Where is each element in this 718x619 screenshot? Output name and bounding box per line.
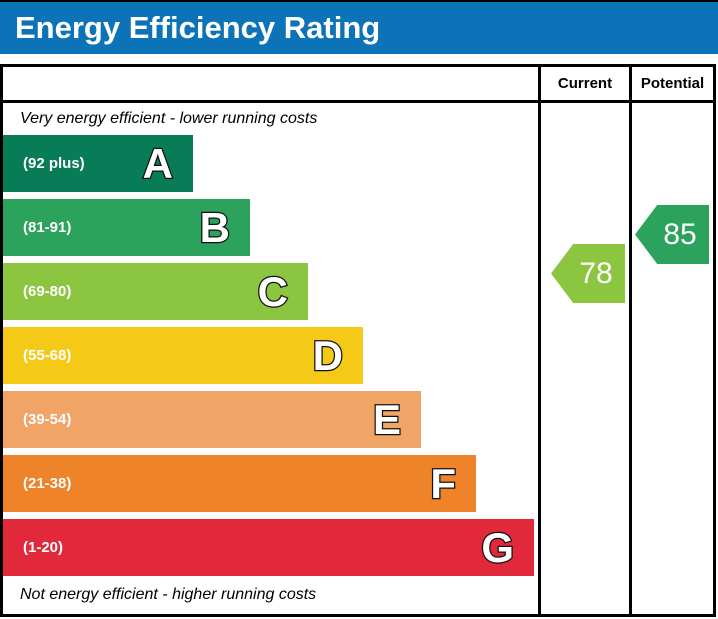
potential-column-header: Potential [629,67,713,100]
page-title: Energy Efficiency Rating [15,10,381,45]
band-letter: B [198,203,231,251]
band-row-a: (92 plus) A [3,135,538,192]
band-range-label: (1-20) [23,539,64,556]
band-bar-f: (21-38) F [3,455,476,512]
potential-rating-arrow: 85 [635,205,709,264]
band-bar-a: (92 plus) A [3,135,193,192]
band-letter: C [256,267,289,315]
band-letter: E [372,395,403,443]
band-letter: D [311,331,344,379]
bottom-note: Not energy efficient - higher running co… [20,586,317,603]
band-row-e: (39-54) E [3,391,538,448]
current-column-header: Current [538,67,629,100]
title-bar: Energy Efficiency Rating [0,0,718,54]
band-range-label: (55-68) [23,347,72,364]
band-row-b: (81-91) B [3,199,538,256]
bands-column: Very energy efficient - lower running co… [3,103,538,614]
current-rating-value: 78 [579,256,613,290]
potential-rating-value: 85 [663,217,697,251]
band-bar-d: (55-68) D [3,327,363,384]
band-range-label: (92 plus) [23,155,85,172]
band-row-d: (55-68) D [3,327,538,384]
top-note: Very energy efficient - lower running co… [20,110,318,127]
band-range-label: (81-91) [23,219,72,236]
band-letter: G [480,523,515,571]
epc-rating-chart: Current Potential Very energy efficient … [0,64,716,617]
potential-rating-column: 85 [629,103,713,614]
band-range-label: (39-54) [23,411,72,428]
band-bar-g: (1-20) G [3,519,534,576]
header-spacer-cell [3,67,538,100]
current-rating-arrow: 78 [551,244,625,303]
band-range-label: (69-80) [23,283,72,300]
band-row-c: (69-80) C [3,263,538,320]
chart-header-row: Current Potential [3,67,713,103]
band-bar-c: (69-80) C [3,263,308,320]
band-range-label: (21-38) [23,475,72,492]
bands: (92 plus) A (81-91) B (69-80) C (55-68) D (39-54… [3,135,538,576]
chart-body: Very energy efficient - lower running co… [3,103,713,614]
current-rating-column: 78 [538,103,629,614]
band-letter: A [141,139,174,187]
band-bar-e: (39-54) E [3,391,421,448]
band-letter: F [429,459,457,507]
band-bar-b: (81-91) B [3,199,250,256]
band-row-f: (21-38) F [3,455,538,512]
band-row-g: (1-20) G [3,519,538,576]
